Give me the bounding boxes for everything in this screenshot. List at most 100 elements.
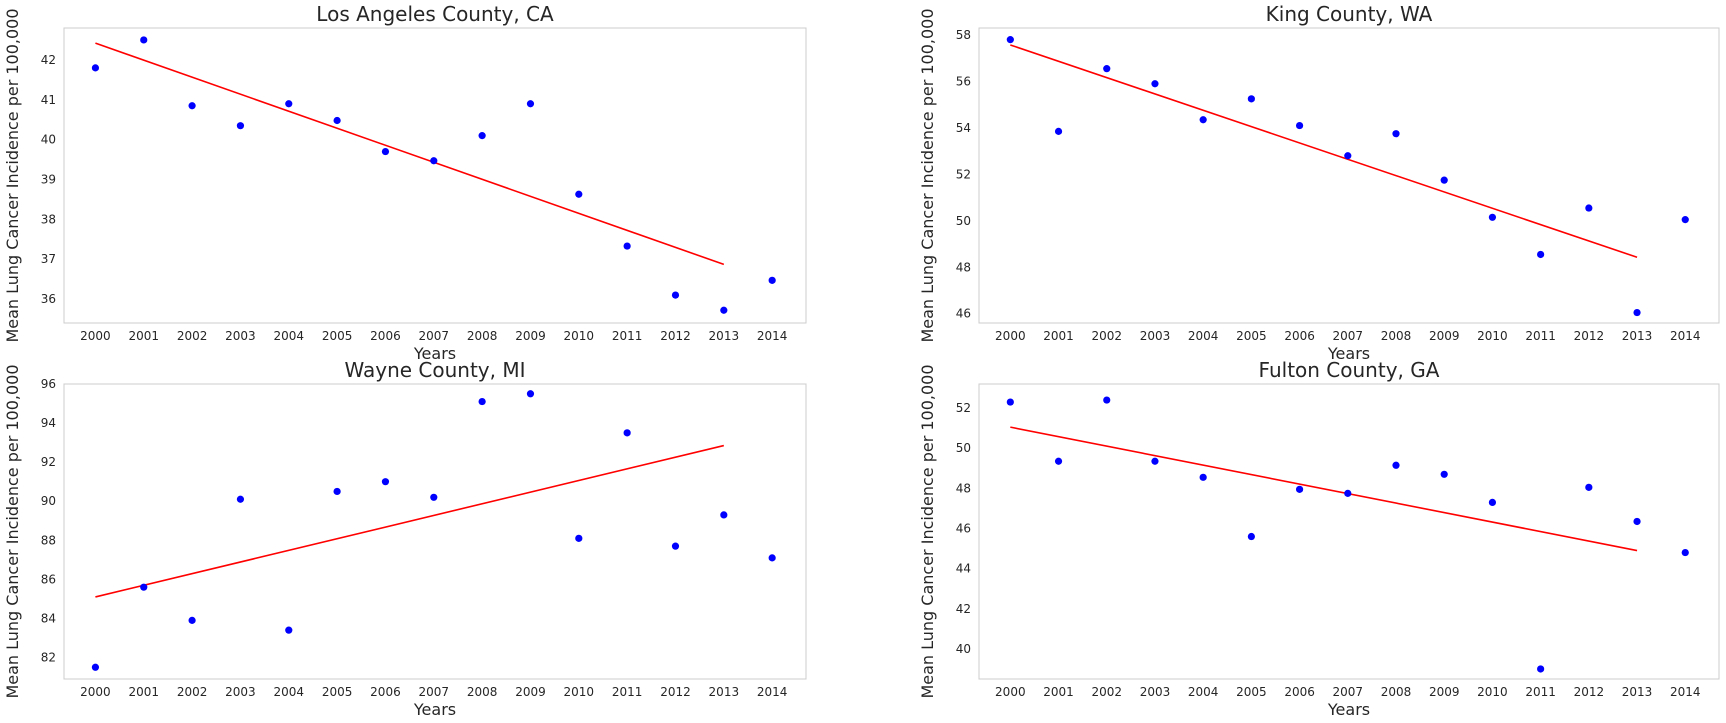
data-point — [1344, 152, 1352, 160]
x-tick-label: 2012 — [660, 685, 691, 699]
x-tick-label: 2014 — [1670, 685, 1701, 699]
x-tick-label: 2012 — [1574, 329, 1605, 343]
x-tick-label: 2006 — [370, 329, 401, 343]
x-tick-label: 2011 — [1525, 329, 1556, 343]
y-tick-label: 44 — [956, 562, 971, 576]
y-tick-label: 96 — [41, 377, 56, 391]
data-point — [575, 190, 583, 198]
data-point — [1488, 498, 1497, 507]
data-point — [720, 511, 728, 519]
plot-frame — [978, 27, 1720, 324]
data-point — [478, 132, 486, 140]
data-point — [1295, 485, 1304, 493]
x-tick-label: 2014 — [1670, 329, 1701, 343]
y-tick-label: 48 — [956, 481, 971, 495]
y-tick-label: 88 — [41, 533, 56, 547]
x-tick-label: 2001 — [1043, 685, 1074, 699]
panel-4: Fulton County, GA 2000 2001 2002 2003 2004 200… — [918, 358, 1720, 719]
x-tick-label: 2012 — [1574, 685, 1605, 699]
data-point — [671, 291, 680, 299]
y-tick-label: 90 — [41, 494, 56, 508]
x-tick-label: 2007 — [1333, 685, 1364, 699]
panel-title: Los Angeles County, CA — [316, 2, 554, 26]
data-point — [1247, 532, 1255, 541]
y-tick-label: 94 — [41, 416, 56, 430]
y-tick-label: 42 — [41, 53, 56, 67]
x-tick-label: 2005 — [1236, 329, 1267, 343]
x-tick-label: 2010 — [1477, 329, 1508, 343]
x-tick-label: 2001 — [128, 329, 159, 343]
panel-title: Wayne County, MI — [344, 358, 525, 382]
data-point — [526, 100, 535, 108]
y-tick-label: 48 — [956, 260, 971, 274]
x-tick-label: 2012 — [660, 329, 691, 343]
data-point — [236, 122, 245, 130]
data-point — [1247, 95, 1255, 103]
trend-line — [95, 42, 725, 266]
x-tick-label: 2004 — [1188, 329, 1219, 343]
data-point — [1537, 250, 1545, 259]
y-tick-label: 50 — [956, 214, 971, 228]
y-tick-label: 52 — [956, 401, 971, 415]
x-tick-label: 2007 — [419, 329, 450, 343]
data-point — [623, 429, 631, 437]
data-point — [623, 242, 631, 250]
x-tick-label: 2003 — [1140, 685, 1171, 699]
x-tick-label: 2008 — [467, 685, 498, 699]
y-tick-label: 36 — [41, 292, 56, 306]
panel-3: Wayne County, MI 2000 2001 2002 2003 2004 2005… — [3, 358, 807, 719]
panel-title: King County, WA — [1266, 2, 1433, 26]
x-tick-label: 2011 — [612, 685, 643, 699]
y-tick-label: 39 — [41, 172, 56, 186]
y-tick-label: 82 — [41, 651, 56, 665]
data-point — [381, 147, 390, 156]
y-tick-label: 84 — [41, 611, 56, 625]
x-tick-label: 2005 — [322, 685, 353, 699]
data-point — [1006, 398, 1014, 406]
y-tick-label: 92 — [41, 455, 56, 469]
data-point — [285, 100, 293, 108]
x-axis-label: Years — [1327, 344, 1370, 363]
y-tick-label: 40 — [956, 642, 971, 656]
x-tick-label: 2009 — [515, 329, 546, 343]
data-point — [1199, 473, 1207, 481]
y-tick-label: 50 — [956, 441, 971, 455]
y-tick-label: 41 — [41, 93, 56, 107]
x-tick-label: 2009 — [1429, 685, 1460, 699]
x-tick-label: 2001 — [128, 685, 159, 699]
data-point — [91, 663, 100, 671]
x-tick-label: 2005 — [1236, 685, 1267, 699]
x-tick-label: 2004 — [274, 329, 305, 343]
data-point — [1488, 213, 1497, 221]
y-axis-label: Mean Lung Cancer Incidence per 100,000 — [918, 364, 937, 698]
data-point — [1392, 130, 1400, 138]
data-point — [1054, 457, 1063, 465]
x-tick-label: 2008 — [1381, 685, 1412, 699]
x-tick-label: 2010 — [564, 685, 595, 699]
data-point — [1585, 204, 1593, 212]
data-point — [333, 116, 341, 125]
data-point — [768, 554, 776, 562]
y-axis-label: Mean Lung Cancer Incidence per 100,000 — [918, 8, 937, 342]
x-tick-label: 2009 — [1429, 329, 1460, 343]
x-tick-label: 2000 — [80, 685, 111, 699]
y-tick-label: 38 — [41, 212, 56, 226]
panel-2: King County, WA 2000 2001 2002 2003 2004 2005 2… — [918, 2, 1720, 363]
x-tick-label: 2013 — [709, 329, 740, 343]
data-point — [1440, 470, 1448, 478]
x-axis-label: Years — [413, 344, 456, 363]
x-tick-label: 2013 — [709, 685, 740, 699]
data-point — [140, 36, 148, 44]
x-tick-label: 2003 — [225, 685, 256, 699]
x-tick-label: 2011 — [1525, 685, 1556, 699]
x-tick-label: 2010 — [564, 329, 595, 343]
data-point — [1585, 483, 1593, 491]
y-axis-label: Mean Lung Cancer Incidence per 100,000 — [3, 8, 22, 342]
x-tick-label: 2010 — [1477, 685, 1508, 699]
x-tick-label: 2002 — [177, 685, 208, 699]
y-tick-label: 58 — [956, 28, 971, 42]
data-point — [1681, 548, 1689, 557]
y-tick-label: 54 — [956, 121, 971, 135]
x-tick-label: 2002 — [177, 329, 208, 343]
x-tick-label: 2009 — [515, 685, 546, 699]
